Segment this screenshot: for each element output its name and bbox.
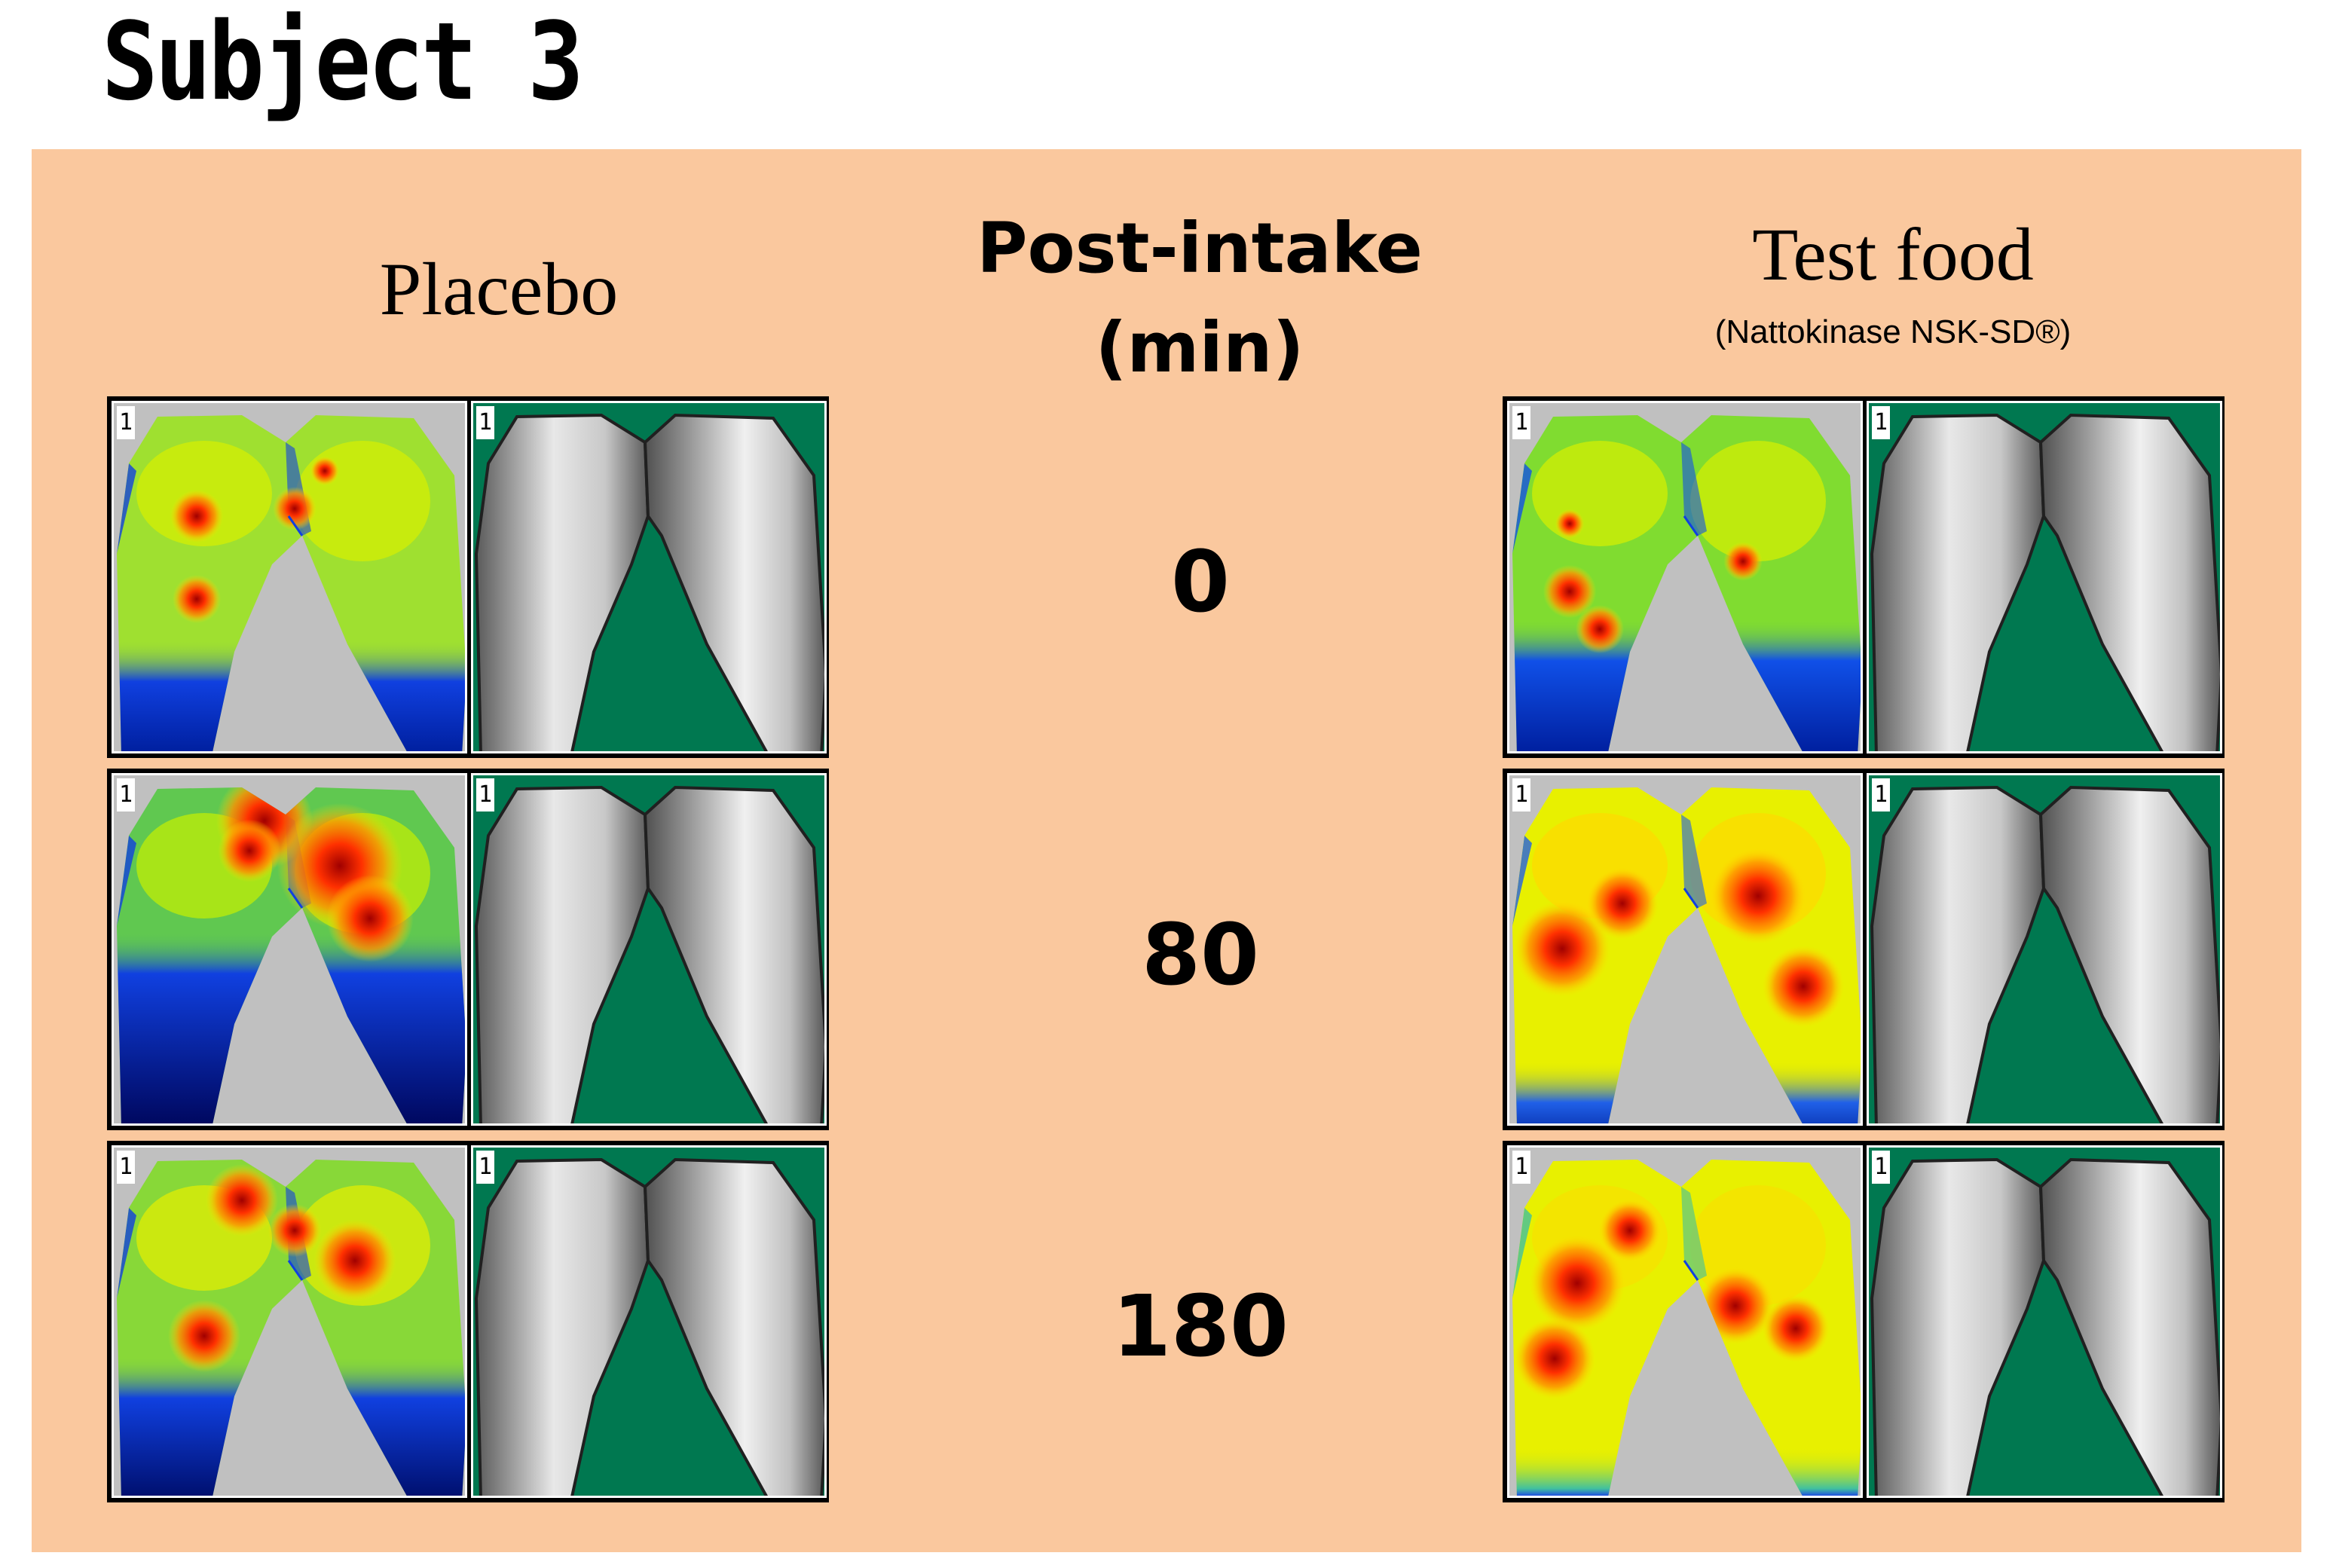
image-marker: 1 bbox=[476, 778, 494, 812]
test-food-shape-image-80: 1 bbox=[1867, 773, 2222, 1126]
test-food-thermal-image-0: 1 bbox=[1507, 401, 1863, 753]
image-marker: 1 bbox=[1872, 778, 1890, 812]
image-marker: 1 bbox=[1512, 1151, 1530, 1184]
placebo-thermal-image-180: 1 bbox=[112, 1145, 467, 1498]
test-food-thermal-image-180: 1 bbox=[1507, 1145, 1863, 1498]
placebo-images-180: 1 1 bbox=[107, 1141, 829, 1502]
placebo-thermal-image-0: 1 bbox=[112, 401, 467, 753]
test-food-shape-image-180: 1 bbox=[1867, 1145, 2222, 1498]
post-intake-header: Post-intake (min) bbox=[898, 199, 1501, 398]
placebo-thermal-image-80: 1 bbox=[112, 773, 467, 1126]
image-marker: 1 bbox=[117, 1151, 135, 1184]
test-food-thermal-image-80: 1 bbox=[1507, 773, 1863, 1126]
placebo-shape-image-0: 1 bbox=[471, 401, 827, 753]
test-food-label: Test food bbox=[1752, 212, 2034, 296]
placebo-images-0: 1 1 bbox=[107, 396, 829, 758]
test-food-images-0: 1 1 bbox=[1503, 396, 2225, 758]
test-food-images-180: 1 1 bbox=[1503, 1141, 2225, 1502]
placebo-shape-image-180: 1 bbox=[471, 1145, 827, 1498]
placebo-shape-image-80: 1 bbox=[471, 773, 827, 1126]
test-food-sublabel: (Nattokinase NSK-SD®) bbox=[1714, 313, 2072, 350]
time-label-80: 80 bbox=[1142, 906, 1259, 1004]
image-marker: 1 bbox=[476, 406, 494, 439]
test-food-shape-image-0: 1 bbox=[1867, 401, 2222, 753]
placebo-label: Placebo bbox=[379, 247, 619, 331]
image-marker: 1 bbox=[117, 778, 135, 812]
test-food-images-80: 1 1 bbox=[1503, 769, 2225, 1130]
figure-panel: Placebo Post-intake (min) Test food (Nat… bbox=[32, 149, 2301, 1552]
time-label-0: 0 bbox=[1171, 533, 1230, 631]
image-marker: 1 bbox=[1512, 406, 1530, 439]
post-intake-unit: (min) bbox=[1095, 307, 1304, 388]
image-marker: 1 bbox=[476, 1151, 494, 1184]
image-marker: 1 bbox=[1512, 778, 1530, 812]
image-marker: 1 bbox=[1872, 406, 1890, 439]
subject-title: Subject 3 bbox=[102, 0, 584, 125]
time-label-180: 180 bbox=[1112, 1278, 1289, 1376]
image-marker: 1 bbox=[1872, 1151, 1890, 1184]
placebo-images-80: 1 1 bbox=[107, 769, 829, 1130]
image-marker: 1 bbox=[117, 406, 135, 439]
post-intake-label: Post-intake bbox=[977, 208, 1423, 289]
